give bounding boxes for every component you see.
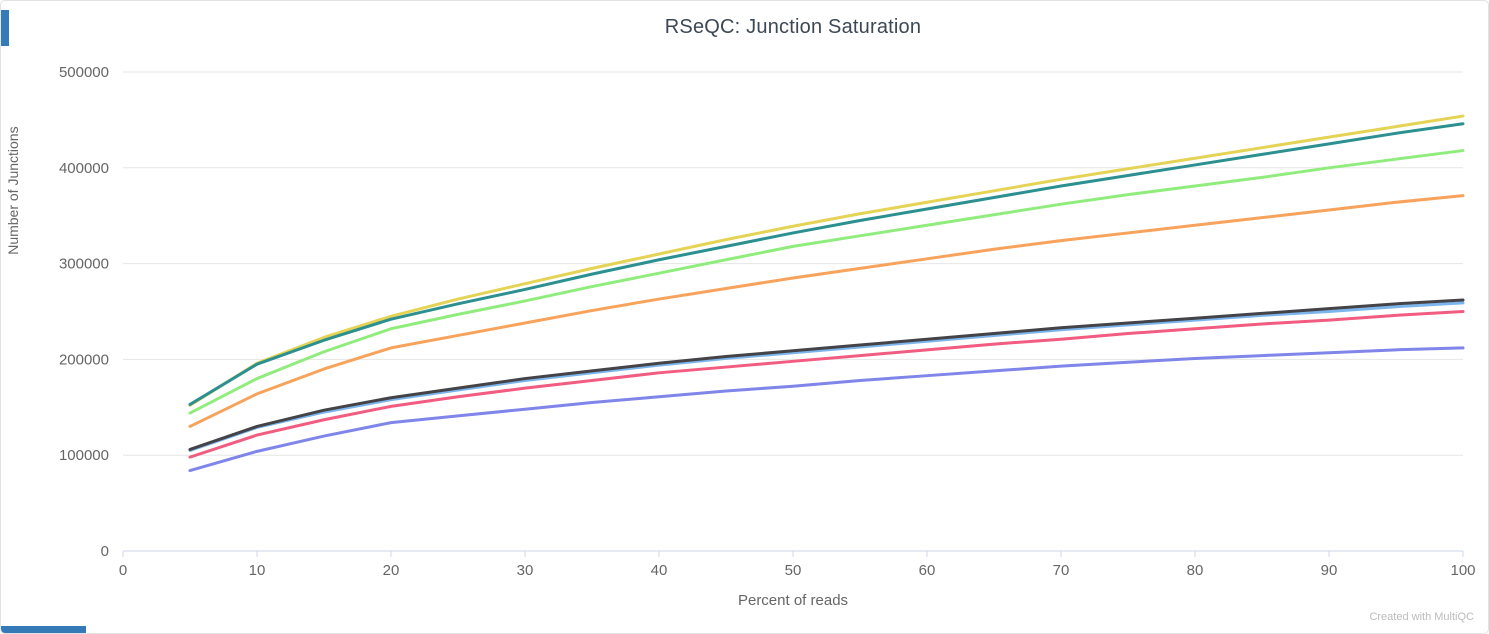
- y-tick-label: 500000: [59, 64, 109, 81]
- line-series-pink[interactable]: [188, 310, 1465, 459]
- y-tick-label: 200000: [59, 351, 109, 368]
- blue-accent-bar-top-left: [1, 10, 9, 46]
- line-series-lightblue[interactable]: [188, 301, 1465, 452]
- line-series-green[interactable]: [188, 149, 1465, 415]
- x-axis-title: Percent of reads: [737, 592, 849, 609]
- x-tick-label: 60: [919, 562, 936, 579]
- y-tick-label: 400000: [59, 160, 109, 177]
- x-tick-label: 20: [383, 562, 400, 579]
- line-series-dark[interactable]: [188, 298, 1465, 451]
- blue-accent-bar-bottom-left: [1, 626, 86, 633]
- x-tick-label: 50: [785, 562, 802, 579]
- x-tick-label: 100: [1450, 562, 1475, 579]
- y-tick-label: 0: [101, 543, 109, 560]
- x-tick-label: 70: [1053, 562, 1070, 579]
- x-tick-label: 90: [1321, 562, 1338, 579]
- multiqc-watermark: Created with MultiQC: [1369, 611, 1474, 623]
- line-series-teal[interactable]: [188, 122, 1465, 406]
- line-series-yellow[interactable]: [188, 114, 1465, 407]
- x-tick-label: 40: [651, 562, 668, 579]
- y-axis-title: Number of Junctions: [5, 126, 21, 255]
- y-tick-label: 100000: [59, 447, 109, 464]
- line-series-orange[interactable]: [188, 194, 1465, 428]
- line-series-purple[interactable]: [188, 346, 1465, 473]
- x-tick-label: 80: [1187, 562, 1204, 579]
- x-tick-label: 30: [517, 562, 534, 579]
- chart-title: RSeQC: Junction Saturation: [664, 16, 922, 38]
- y-tick-label: 300000: [59, 256, 109, 273]
- x-tick-label: 0: [119, 562, 127, 579]
- x-tick-label: 10: [249, 562, 266, 579]
